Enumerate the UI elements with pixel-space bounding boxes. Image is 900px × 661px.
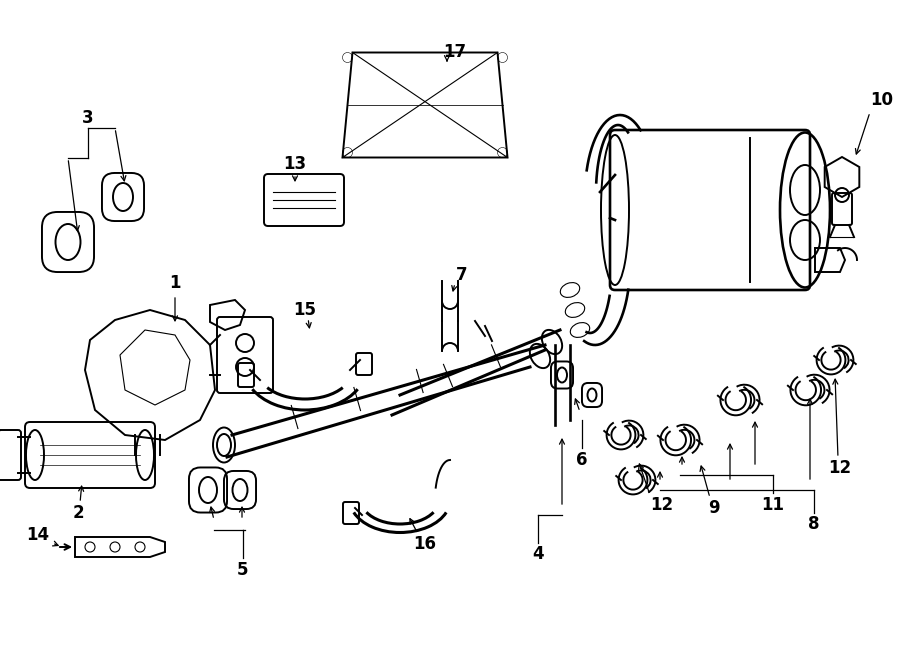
Text: 16: 16 [413, 535, 436, 553]
Text: 6: 6 [576, 451, 588, 469]
Text: 15: 15 [293, 301, 317, 319]
Text: 12: 12 [651, 496, 673, 514]
Text: 2: 2 [72, 504, 84, 522]
Text: 12: 12 [828, 459, 851, 477]
Text: 1: 1 [169, 274, 181, 292]
Text: 7: 7 [456, 266, 468, 284]
Text: 10: 10 [870, 91, 894, 109]
Text: 17: 17 [444, 43, 466, 61]
Text: 5: 5 [238, 561, 248, 579]
Text: 8: 8 [808, 515, 820, 533]
Text: 11: 11 [761, 496, 785, 514]
Text: 3: 3 [82, 109, 94, 127]
Text: 4: 4 [532, 545, 544, 563]
Text: 13: 13 [284, 155, 307, 173]
Text: 14: 14 [26, 526, 50, 544]
Text: 9: 9 [708, 499, 720, 517]
